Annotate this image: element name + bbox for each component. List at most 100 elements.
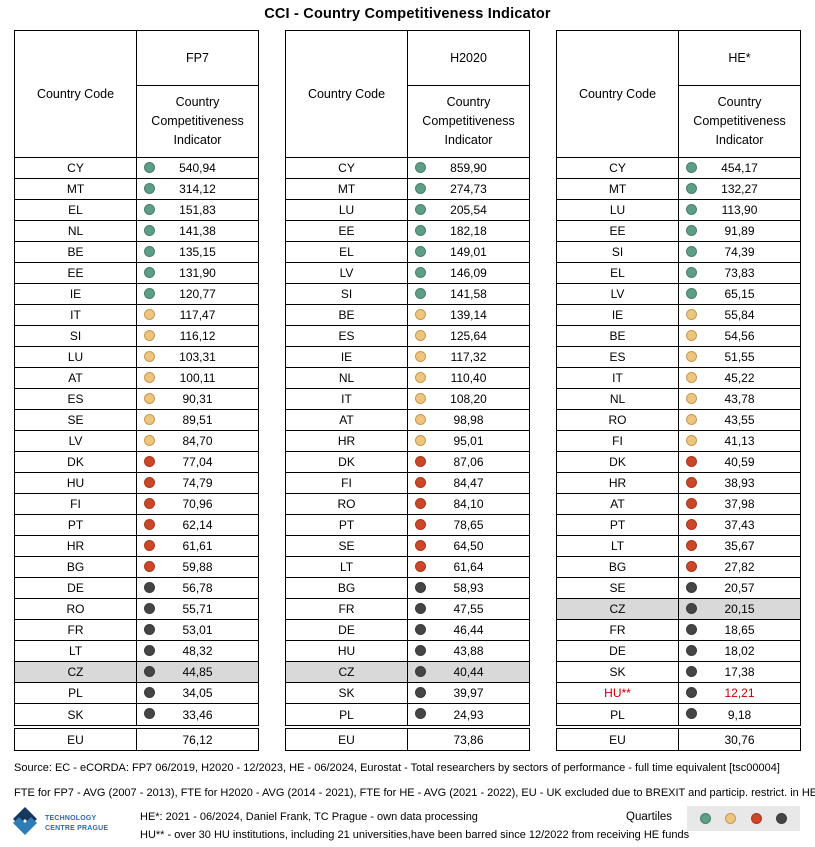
table-row: LT 61,64 xyxy=(286,557,529,578)
cci-value-cell: 84,10 xyxy=(408,494,529,514)
cci-value-cell: 47,55 xyxy=(408,599,529,619)
quartile-dot-red xyxy=(686,518,697,530)
cci-value: 62,14 xyxy=(182,518,213,532)
country-code: HU xyxy=(15,473,137,493)
eu-code: EU xyxy=(286,729,408,750)
cci-value-cell: 39,97 xyxy=(408,683,529,703)
quartile-dot-dark xyxy=(686,708,697,719)
tc-prague-logo: TECHNOLOGY CENTRE PRAGUE xyxy=(10,806,108,841)
quartile-dot-green xyxy=(686,203,697,215)
cci-value: 78,65 xyxy=(453,518,484,532)
country-code: LV xyxy=(286,263,408,283)
table-row: FI 84,47 xyxy=(286,473,529,494)
cci-value-cell: 59,88 xyxy=(137,557,258,577)
quartile-dot-dark xyxy=(415,581,426,593)
cci-value-cell: 43,88 xyxy=(408,641,529,661)
cci-value-cell: 135,15 xyxy=(137,242,258,262)
tc-prague-logo-icon xyxy=(10,806,40,841)
cci-value: 35,67 xyxy=(724,539,755,553)
quartile-dot-dark xyxy=(686,644,697,656)
table-row: MT 274,73 xyxy=(286,179,529,200)
quartile-dot-dark xyxy=(415,665,426,677)
quartile-dot-green xyxy=(144,287,155,299)
table-row: IT 108,20 xyxy=(286,389,529,410)
quartile-dot-yellow xyxy=(686,413,697,425)
table-row: SI 74,39 xyxy=(557,242,800,263)
cci-value-cell: 87,06 xyxy=(408,452,529,472)
fp7-rows: CY 540,94 MT 314,12 EL 151,83 NL 141,38 BE 135,15… xyxy=(15,158,258,725)
quartile-dot-yellow xyxy=(725,813,737,824)
cci-value-cell: 48,32 xyxy=(137,641,258,661)
quartile-dot-red xyxy=(686,539,697,551)
quartile-dot-yellow xyxy=(415,329,426,341)
table-row: DE 18,02 xyxy=(557,641,800,662)
country-code: IT xyxy=(286,389,408,409)
quartile-dot-green xyxy=(686,287,697,299)
cci-value-cell: 20,15 xyxy=(679,599,800,619)
cci-value: 73,83 xyxy=(724,266,755,280)
table-row: CZ 40,44 xyxy=(286,662,529,683)
cci-value: 141,38 xyxy=(179,224,216,238)
table-row: BG 27,82 xyxy=(557,557,800,578)
h2020-table-box: Country Code H2020 Country Competitivene… xyxy=(285,30,530,726)
country-code: PT xyxy=(15,515,137,535)
hu-note: HU** - over 30 HU institutions, includin… xyxy=(140,829,690,841)
country-code: BE xyxy=(286,305,408,325)
table-row: IE 55,84 xyxy=(557,305,800,326)
logo-text: TECHNOLOGY CENTRE PRAGUE xyxy=(45,814,108,832)
cci-value-cell: 9,18 xyxy=(679,704,800,725)
cci-value: 540,94 xyxy=(179,161,216,175)
country-code: CZ xyxy=(557,599,679,619)
country-code: CY xyxy=(286,158,408,178)
table-row: BE 135,15 xyxy=(15,242,258,263)
cci-header: Country Competitiveness Indicator xyxy=(151,95,244,147)
cci-value-cell: 149,01 xyxy=(408,242,529,262)
cci-value: 37,43 xyxy=(724,518,755,532)
tables-container: Country Code FP7 Country Competitiveness… xyxy=(14,30,801,751)
table-row: EE 91,89 xyxy=(557,221,800,242)
quartile-dot-yellow xyxy=(144,350,155,362)
cci-value-cell: 117,32 xyxy=(408,347,529,367)
table-row: FR 47,55 xyxy=(286,599,529,620)
cci-value-cell: 37,43 xyxy=(679,515,800,535)
country-code: ES xyxy=(286,326,408,346)
logo-line2: CENTRE PRAGUE xyxy=(45,824,109,832)
country-code: LT xyxy=(15,641,137,661)
country-code: SE xyxy=(286,536,408,556)
country-code: CZ xyxy=(15,662,137,682)
cci-value: 87,06 xyxy=(453,455,484,469)
cci-value: 18,02 xyxy=(724,644,755,658)
cci-value: 46,44 xyxy=(453,623,484,637)
country-code: LV xyxy=(557,284,679,304)
quartile-dot-green xyxy=(686,266,697,278)
cci-value: 20,15 xyxy=(724,602,755,616)
eu-value-cell: 76,12 xyxy=(137,729,258,750)
table-row: CY 859,90 xyxy=(286,158,529,179)
quartile-dot-dark xyxy=(686,686,697,698)
table-row: DK 40,59 xyxy=(557,452,800,473)
cci-value: 74,39 xyxy=(724,245,755,259)
cci-value: 64,50 xyxy=(453,539,484,553)
cci-value-cell: 27,82 xyxy=(679,557,800,577)
table-row: AT 98,98 xyxy=(286,410,529,431)
country-code-header: Country Code xyxy=(286,31,408,157)
quartile-dot-red xyxy=(144,518,155,530)
quartile-dot-dark xyxy=(144,686,155,698)
cci-value-cell: 182,18 xyxy=(408,221,529,241)
cci-value: 55,84 xyxy=(724,308,755,322)
table-row: EE 182,18 xyxy=(286,221,529,242)
quartile-dot-dark xyxy=(415,602,426,614)
source-note: Source: EC - eCORDA: FP7 06/2019, H2020 … xyxy=(14,762,780,774)
cci-value: 77,04 xyxy=(182,455,213,469)
cci-value-cell: 120,77 xyxy=(137,284,258,304)
cci-value: 24,93 xyxy=(453,707,484,722)
quartile-dot-yellow xyxy=(144,392,155,404)
cci-value-cell: 84,70 xyxy=(137,431,258,451)
quartile-dot-red xyxy=(144,539,155,551)
cci-header: Country Competitiveness Indicator xyxy=(422,95,515,147)
cci-value-cell: 18,65 xyxy=(679,620,800,640)
cci-value: 132,27 xyxy=(721,182,758,196)
cci-value-cell: 24,93 xyxy=(408,704,529,725)
eu-code: EU xyxy=(557,729,679,750)
country-code: MT xyxy=(15,179,137,199)
